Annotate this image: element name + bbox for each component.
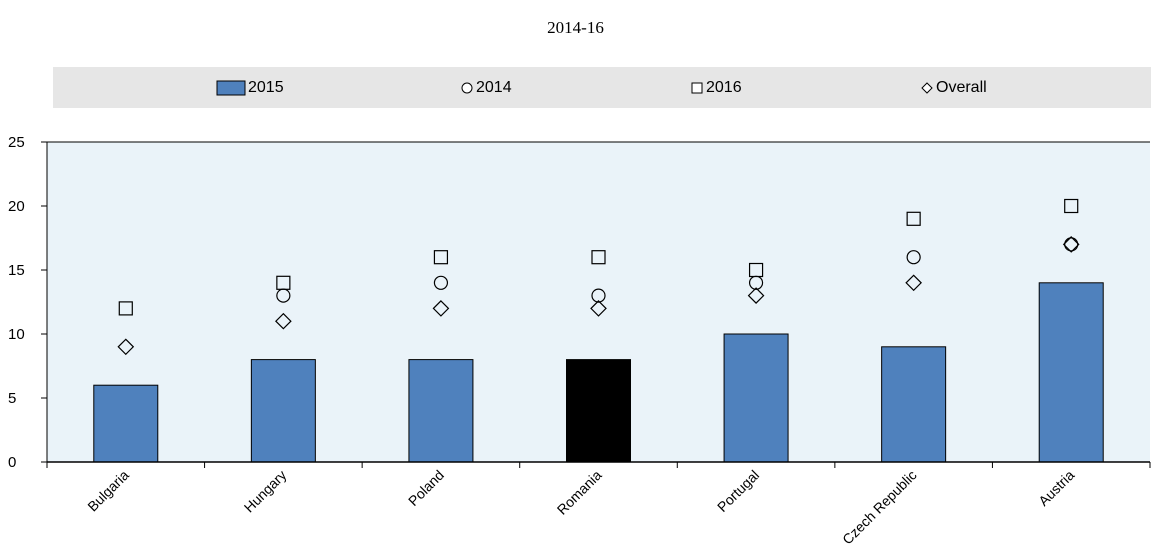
marker-2014 [433,275,449,290]
legend: 2015 2014 2016 Overall [53,67,1151,108]
legend-item-2014: 2014 [460,67,512,108]
marker-Overall [117,338,135,356]
x-category-label: Hungary [241,467,290,516]
bar-2015 [93,384,159,463]
legend-label-2014: 2014 [476,78,512,96]
marker-2014 [1064,237,1079,252]
legend-label-2016: 2016 [706,78,742,96]
legend-label-2015: 2015 [248,78,284,96]
marker-Overall [747,287,765,304]
marker-2016 [1064,198,1079,214]
x-category-label: Romania [554,467,605,518]
y-tick-label: 10 [8,326,25,343]
marker-2016 [591,250,606,265]
bar-2015 [723,333,789,463]
legend-item-2015: 2015 [216,67,284,108]
marker-2016 [118,301,133,316]
y-tick-label: 15 [8,262,25,279]
y-tick-label: 25 [8,134,25,151]
marker-Overall [590,300,607,317]
marker-Overall [432,300,450,317]
bar-2015 [1038,282,1104,463]
x-category-label: Portugal [714,467,762,515]
marker-2016 [433,250,449,265]
x-category-label: Bulgaria [84,467,132,515]
bar-2015 [250,359,316,463]
marker-2016 [276,275,291,290]
legend-bar-swatch-icon [216,80,246,95]
marker-2014 [906,250,921,265]
y-tick-label: 5 [8,390,16,407]
bar-2015 [566,359,631,463]
marker-2016 [748,262,764,278]
chart-title: 2014-16 [547,18,604,37]
legend-label-overall: Overall [936,78,987,96]
legend-circle-marker-icon [461,82,473,93]
legend-square-marker-icon [691,82,703,93]
legend-item-overall: Overall [920,67,987,108]
y-tick-label: 0 [8,454,16,471]
y-tick-label: 20 [8,198,25,215]
bar-2015 [408,359,474,463]
x-category-label: Poland [405,467,447,509]
marker-Overall [905,274,922,292]
marker-Overall [1062,236,1080,253]
marker-Overall [275,312,292,330]
legend-diamond-marker-icon [921,81,933,94]
marker-2014 [591,288,606,303]
x-category-label: Czech Republic [839,467,920,548]
legend-item-2016: 2016 [690,67,742,108]
x-category-label: Austria [1035,467,1077,509]
bar-2015 [881,346,947,463]
marker-2016 [906,211,921,226]
